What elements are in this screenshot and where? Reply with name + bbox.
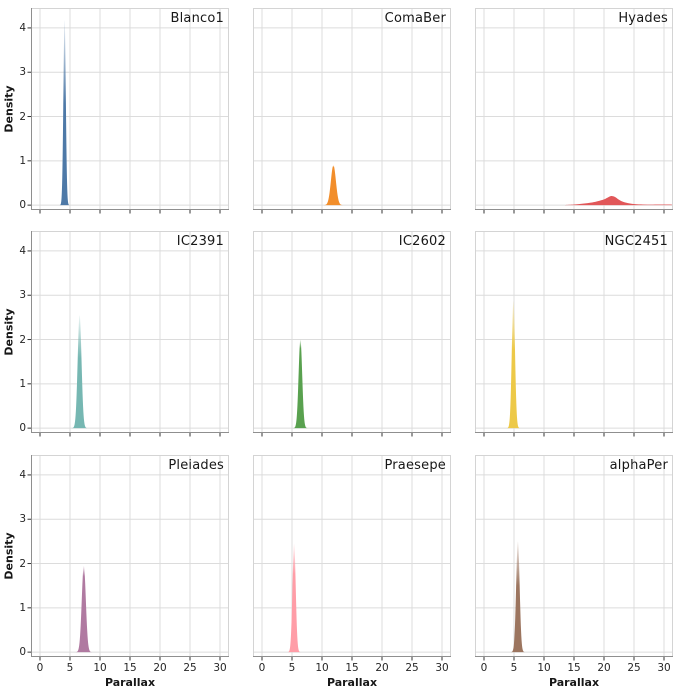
kde-plot-ComaBer <box>253 8 451 214</box>
x-tick-label: 30 <box>213 662 227 674</box>
y-tick-label: 1 <box>19 377 26 390</box>
kde-plot-Hyades <box>475 8 673 214</box>
y-tick-label: 0 <box>19 199 26 212</box>
panel-ComaBer: ComaBer <box>253 8 451 214</box>
kde-plot-IC2391 <box>27 231 229 437</box>
density-curve-IC2391 <box>71 315 88 429</box>
x-tick-label: 25 <box>627 662 641 674</box>
density-curve-Pleiades <box>75 565 93 653</box>
x-tick-label: 5 <box>66 662 74 674</box>
x-tick-label: 10 <box>537 662 551 674</box>
y-tick-label: 4 <box>19 21 26 34</box>
y-tick-label: 0 <box>19 422 26 435</box>
x-tick-label: 0 <box>258 662 266 674</box>
panel-Hyades: Hyades <box>475 8 673 214</box>
y-axis-label: Density <box>2 532 16 580</box>
panel-Pleiades: Pleiades <box>27 455 229 661</box>
panel-title-IC2602: IC2602 <box>398 234 446 249</box>
panel-Praesepe: Praesepe <box>253 455 451 661</box>
panel-title-alphaPer: alphaPer <box>609 458 668 473</box>
panel-title-Blanco1: Blanco1 <box>170 11 224 26</box>
gridlines <box>475 455 673 657</box>
panel-title-Praesepe: Praesepe <box>384 458 446 473</box>
x-tick-label: 10 <box>93 662 107 674</box>
kde-plot-alphaPer <box>475 455 673 661</box>
density-curve-alphaPer <box>510 541 526 653</box>
x-axis-label: Parallax <box>548 676 600 689</box>
panel-alphaPer: alphaPer <box>475 455 673 661</box>
x-tick-label: 15 <box>567 662 581 674</box>
y-tick-label: 3 <box>19 289 26 302</box>
panel-title-Pleiades: Pleiades <box>168 458 224 473</box>
y-tick-label: 2 <box>19 333 26 346</box>
y-tick-label: 2 <box>19 110 26 123</box>
density-curve-NGC2451 <box>506 300 521 429</box>
gridlines <box>253 231 451 433</box>
x-tick-label: 0 <box>36 662 44 674</box>
panel-NGC2451: NGC2451 <box>475 231 673 437</box>
density-curve-Praesepe <box>287 543 301 653</box>
x-tick-label: 15 <box>345 662 359 674</box>
y-tick-label: 2 <box>19 557 26 570</box>
x-tick-label: 10 <box>315 662 329 674</box>
y-tick-label: 4 <box>19 244 26 257</box>
x-tick-label: 30 <box>435 662 449 674</box>
x-tick-label: 5 <box>510 662 518 674</box>
gridlines <box>475 231 673 433</box>
density-curve-Hyades <box>565 196 673 206</box>
gridlines <box>253 8 451 210</box>
x-axis-label: Parallax <box>104 676 156 689</box>
kde-plot-NGC2451 <box>475 231 673 437</box>
y-tick-label: 0 <box>19 646 26 659</box>
y-tick-label: 3 <box>19 66 26 79</box>
x-tick-label: 25 <box>405 662 419 674</box>
kde-plot-Pleiades <box>27 455 229 661</box>
panel-IC2602: IC2602 <box>253 231 451 437</box>
kde-plot-Praesepe <box>253 455 451 661</box>
x-tick-label: 30 <box>657 662 671 674</box>
y-tick-label: 4 <box>19 468 26 481</box>
density-curve-IC2602 <box>292 339 308 429</box>
panel-title-ComaBer: ComaBer <box>384 11 446 26</box>
density-curve-Blanco1 <box>59 19 70 206</box>
x-tick-label: 0 <box>480 662 488 674</box>
y-axis-label: Density <box>2 308 16 356</box>
density-curve-ComaBer <box>322 165 344 206</box>
x-tick-label: 25 <box>183 662 197 674</box>
gridlines <box>31 455 229 657</box>
x-tick-label: 15 <box>123 662 137 674</box>
kde-plot-IC2602 <box>253 231 451 437</box>
x-axis-label: Parallax <box>326 676 378 689</box>
x-tick-label: 5 <box>288 662 296 674</box>
gridlines <box>31 8 229 210</box>
x-tick-label: 20 <box>597 662 611 674</box>
x-tick-label: 20 <box>375 662 389 674</box>
panel-title-NGC2451: NGC2451 <box>604 234 668 249</box>
kde-plot-Blanco1 <box>27 8 229 214</box>
y-tick-label: 1 <box>19 154 26 167</box>
y-tick-label: 3 <box>19 513 26 526</box>
panel-title-Hyades: Hyades <box>618 11 668 26</box>
gridlines <box>475 8 673 210</box>
x-tick-label: 20 <box>153 662 167 674</box>
gridlines <box>31 231 229 433</box>
gridlines <box>253 455 451 657</box>
panel-Blanco1: Blanco1 <box>27 8 229 214</box>
y-tick-label: 1 <box>19 601 26 614</box>
y-axis-label: Density <box>2 85 16 133</box>
panel-title-IC2391: IC2391 <box>176 234 224 249</box>
panel-IC2391: IC2391 <box>27 231 229 437</box>
